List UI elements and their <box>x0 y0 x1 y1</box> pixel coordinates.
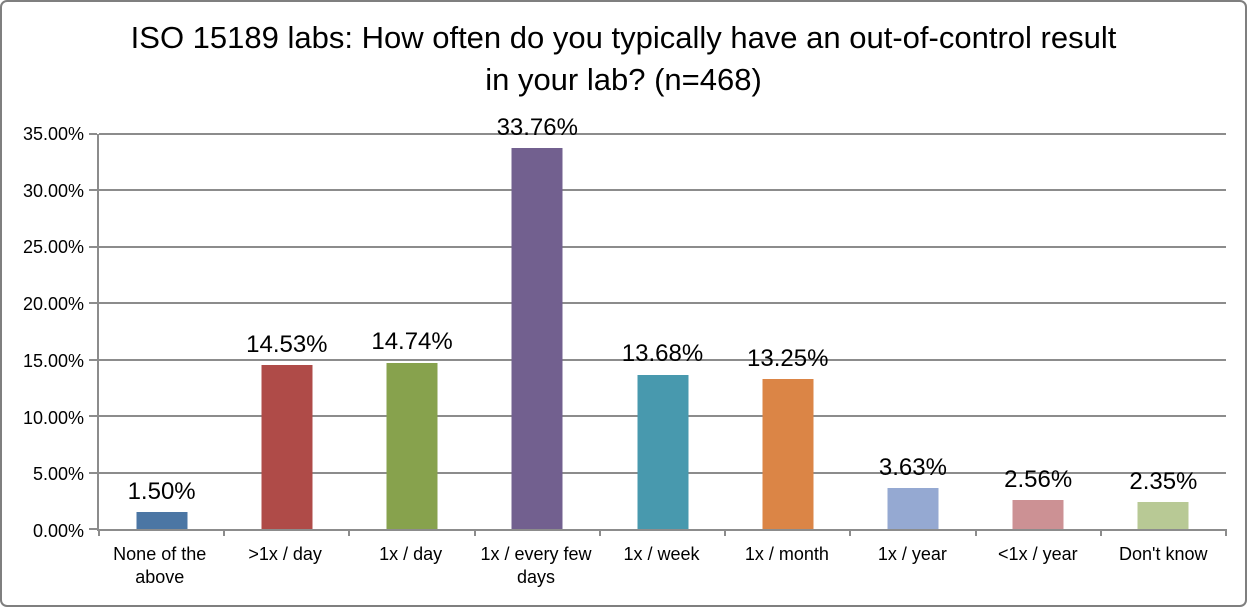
y-axis-tick <box>89 133 97 135</box>
y-axis-tick <box>89 471 97 474</box>
bar-6 <box>762 379 814 529</box>
x-axis-tick <box>98 529 100 536</box>
y-axis-tick <box>89 528 97 530</box>
x-axis-tick <box>1225 529 1227 536</box>
x-axis-category-label: 1x / day <box>379 544 443 564</box>
x-axis-category-label: 1x / week <box>623 544 700 564</box>
y-axis-tick <box>89 189 97 192</box>
chart-title-text: ISO 15189 labs: How often do you typical… <box>130 20 1117 97</box>
x-axis-tick <box>974 529 977 536</box>
y-axis-tick <box>89 245 97 248</box>
y-axis-tick-label: 15.00% <box>22 350 84 371</box>
bar-7 <box>887 488 939 529</box>
bar-4 <box>511 148 563 529</box>
y-axis-tick <box>89 302 97 305</box>
data-label: 3.63% <box>878 453 947 481</box>
bar-8 <box>1012 500 1064 529</box>
y-axis-tick-label: 5.00% <box>32 464 84 485</box>
data-label: 1.50% <box>127 477 196 505</box>
y-axis-tick-label: 30.00% <box>22 180 84 201</box>
data-label: 14.53% <box>246 330 328 358</box>
x-axis-labels: None of the above >1x / day 1x / day 1x / e… <box>97 543 1226 595</box>
gridline <box>99 245 1226 248</box>
y-axis-tick <box>89 415 97 418</box>
bar-3 <box>386 362 438 529</box>
gridline <box>99 133 1226 135</box>
gridline <box>99 302 1226 305</box>
gridline <box>99 189 1226 192</box>
chart-title: ISO 15189 labs: How often do you typical… <box>2 17 1245 101</box>
x-axis-tick <box>724 529 727 536</box>
x-axis-category-label: Don't know <box>1119 544 1208 564</box>
data-label: 33.76% <box>496 113 578 141</box>
data-label: 13.25% <box>747 345 829 373</box>
plot-area: 1.50% 14.53% 14.74% 33.76% 13.68% 13.25% 3.63%… <box>89 114 1227 536</box>
x-axis-tick <box>473 529 476 536</box>
data-label: 14.74% <box>371 328 453 356</box>
x-axis-tick <box>223 529 226 536</box>
x-axis-category-label: 1x / every few days <box>480 544 592 588</box>
x-axis-category-label: 1x / year <box>877 544 947 564</box>
x-axis-category-label: >1x / day <box>248 544 322 564</box>
data-label: 13.68% <box>621 340 704 368</box>
y-axis-tick-label: 20.00% <box>22 294 84 315</box>
y-axis-tick-label: 10.00% <box>22 407 84 428</box>
y-axis-labels: 0.00% 5.00% 10.00% 15.00% 20.00% 25.00% 30.00%… <box>2 124 88 541</box>
x-axis-tick <box>849 529 852 536</box>
y-axis-tick <box>89 358 97 361</box>
gridline <box>99 358 1226 361</box>
x-axis-tick <box>348 529 351 536</box>
bar-9 <box>1137 502 1189 529</box>
data-label: 2.35% <box>1129 468 1198 496</box>
bar-2 <box>261 365 313 529</box>
y-axis-tick-label: 25.00% <box>22 237 84 258</box>
y-axis-tick-label: 35.00% <box>22 124 84 144</box>
bar-5 <box>637 374 688 529</box>
x-axis-tick <box>598 529 601 536</box>
x-axis-category-label: 1x / month <box>744 544 829 564</box>
y-axis-tick-label: 0.00% <box>32 521 84 541</box>
data-label: 2.56% <box>1004 465 1073 493</box>
x-axis-category-label: <1x / year <box>998 544 1078 564</box>
bar-1 <box>136 512 188 529</box>
x-axis-category-label: None of the above <box>113 544 207 588</box>
x-axis-tick <box>1099 529 1102 536</box>
